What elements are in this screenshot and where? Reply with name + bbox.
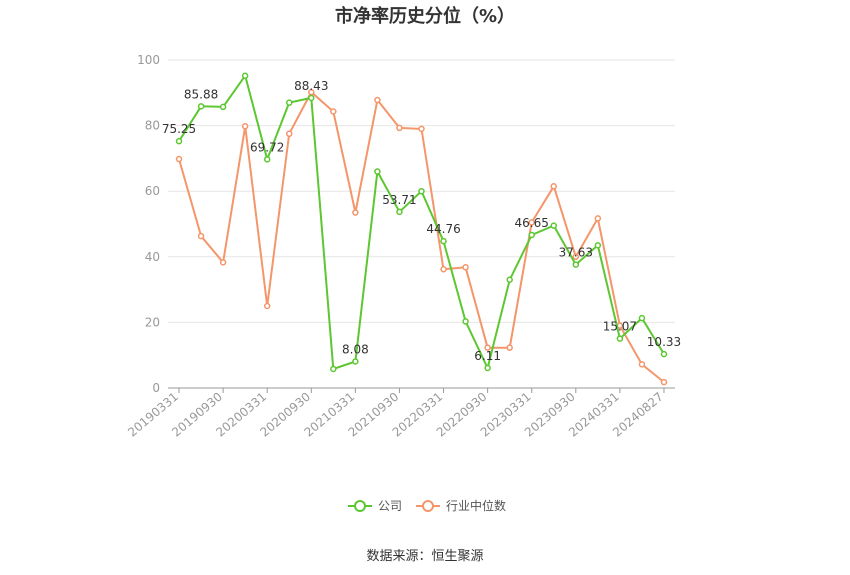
data-point[interactable]	[308, 88, 315, 96]
data-point[interactable]	[572, 261, 580, 268]
data-point[interactable]	[330, 108, 337, 115]
data-label: 53.71	[382, 193, 416, 207]
data-point[interactable]	[418, 187, 425, 195]
data-point[interactable]	[396, 208, 403, 216]
y-tick-label: 0	[152, 381, 160, 395]
data-point[interactable]	[352, 209, 359, 216]
legend[interactable]: 公司 行业中位数	[348, 498, 506, 513]
data-point[interactable]	[660, 378, 668, 386]
data-label: 46.65	[515, 216, 549, 230]
data-label: 44.76	[426, 222, 460, 236]
data-label: 15.07	[603, 320, 637, 334]
legend-item-1[interactable]: 行业中位数	[416, 498, 506, 513]
series-line-0	[178, 73, 665, 371]
data-point[interactable]	[506, 276, 513, 284]
y-tick-label: 80	[145, 119, 160, 133]
y-tick-label: 20	[145, 315, 160, 329]
data-point[interactable]	[528, 231, 535, 239]
data-point[interactable]	[418, 125, 425, 133]
data-label: 88.43	[294, 79, 328, 93]
data-point[interactable]	[374, 96, 381, 104]
data-label: 75.25	[162, 122, 196, 136]
data-label: 8.08	[342, 342, 369, 356]
data-point[interactable]	[616, 335, 624, 342]
data-labels: 75.25 85.88 69.72 88.43 8.08 53.71 44.76 6.11 46…	[162, 79, 681, 363]
data-point[interactable]	[660, 350, 668, 358]
data-point[interactable]	[197, 103, 205, 110]
data-point[interactable]	[594, 215, 602, 222]
line-chart: 0 20 40 60 80 100 201903312019093020200331202…	[125, 53, 681, 513]
chart-title: 市净率历史分位（%）	[334, 6, 516, 27]
data-label: 6.11	[474, 349, 501, 363]
data-point[interactable]	[197, 232, 205, 240]
legend-marker-icon	[354, 500, 366, 512]
data-point[interactable]	[241, 72, 249, 79]
data-point[interactable]	[175, 137, 183, 145]
y-tick-label: 100	[137, 53, 160, 67]
data-point[interactable]	[285, 130, 293, 138]
data-point[interactable]	[550, 183, 558, 190]
data-point[interactable]	[594, 242, 602, 249]
data-point[interactable]	[219, 103, 227, 111]
data-point[interactable]	[484, 364, 491, 372]
data-point[interactable]	[396, 124, 403, 132]
data-point[interactable]	[484, 344, 491, 351]
data-point[interactable]	[462, 318, 469, 325]
legend-label: 行业中位数	[446, 498, 506, 513]
data-point[interactable]	[550, 222, 558, 229]
data-point[interactable]	[175, 155, 183, 163]
source-note: 数据来源：恒生聚源	[366, 549, 484, 564]
data-point[interactable]	[440, 237, 447, 245]
data-point[interactable]	[374, 168, 381, 175]
data-point[interactable]	[462, 264, 469, 271]
y-tick-label: 40	[145, 250, 160, 264]
data-point[interactable]	[440, 266, 447, 273]
legend-item-0[interactable]: 公司	[348, 499, 402, 513]
data-point[interactable]	[572, 253, 580, 261]
data-point[interactable]	[638, 314, 646, 322]
data-label: 37.63	[559, 246, 593, 260]
legend-marker-icon	[422, 500, 434, 512]
data-point[interactable]	[528, 219, 535, 226]
legend-label: 公司	[378, 499, 402, 513]
y-axis: 0 20 40 60 80 100	[137, 53, 160, 395]
data-point[interactable]	[219, 259, 227, 266]
data-point[interactable]	[330, 365, 337, 373]
data-label: 10.33	[647, 335, 681, 349]
data-point[interactable]	[506, 344, 513, 351]
data-label: 69.72	[250, 140, 284, 154]
data-point[interactable]	[285, 99, 293, 106]
data-point[interactable]	[263, 302, 271, 310]
data-point[interactable]	[352, 358, 359, 365]
data-point[interactable]	[308, 94, 315, 102]
y-tick-label: 60	[145, 184, 160, 198]
x-axis: 2019033120190930202003312020093020210331…	[125, 387, 675, 440]
series-line-1	[178, 90, 665, 383]
data-point[interactable]	[241, 123, 249, 130]
data-point[interactable]	[263, 156, 271, 163]
series-lines	[175, 72, 668, 386]
data-label: 85.88	[184, 87, 218, 101]
data-point[interactable]	[638, 361, 646, 368]
